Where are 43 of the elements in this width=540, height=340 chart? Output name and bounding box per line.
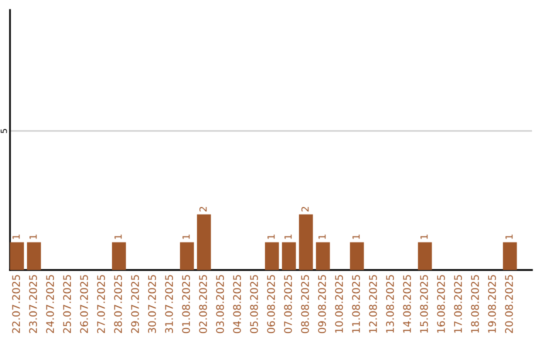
x-tick-label: 15.08.2025 bbox=[420, 275, 428, 333]
x-tick-label: 02.08.2025 bbox=[199, 275, 207, 334]
x-tick-label: 28.07.2025 bbox=[114, 275, 122, 334]
x-tick-label: 20.08.2025 bbox=[505, 275, 513, 334]
x-tick-label: 14.08.2025 bbox=[403, 275, 411, 333]
x-tick-label: 06.08.2025 bbox=[267, 275, 275, 334]
x-tick-label: 18.08.2025 bbox=[471, 275, 479, 333]
x-tick-label: 24.07.2025 bbox=[46, 275, 54, 334]
x-tick-label: 09.08.2025 bbox=[318, 275, 326, 334]
y-tick-label: 5 bbox=[0, 129, 7, 133]
x-tick-label: 29.07.2025 bbox=[131, 275, 139, 334]
data-label: 1 bbox=[318, 234, 326, 239]
data-label: 2 bbox=[301, 206, 309, 212]
x-tick-label: 01.08.2025 bbox=[182, 275, 190, 334]
x-tick-label: 11.08.2025 bbox=[352, 275, 360, 333]
x-tick-label: 13.08.2025 bbox=[386, 275, 394, 333]
x-tick-label: 22.07.2025 bbox=[12, 275, 20, 334]
x-tick-label: 23.07.2025 bbox=[29, 275, 37, 334]
x-tick-label: 27.07.2025 bbox=[97, 275, 105, 334]
x-tick-label: 08.08.2025 bbox=[301, 275, 309, 334]
x-tick-label: 30.07.2025 bbox=[148, 275, 156, 334]
x-tick-label: 17.08.2025 bbox=[454, 275, 462, 333]
data-label: 1 bbox=[30, 234, 37, 239]
x-tick-label: 03.08.2025 bbox=[216, 275, 224, 334]
data-label: 1 bbox=[12, 234, 20, 239]
x-tick-label: 04.08.2025 bbox=[233, 275, 241, 334]
x-tick-label: 19.08.2025 bbox=[488, 275, 496, 333]
data-label: 1 bbox=[420, 234, 428, 239]
x-tick-label: 25.07.2025 bbox=[63, 275, 71, 334]
x-tick-label: 10.08.2025 bbox=[335, 275, 343, 333]
x-tick-label: 26.07.2025 bbox=[80, 275, 88, 334]
data-label: 1 bbox=[506, 234, 513, 239]
data-label: 1 bbox=[352, 234, 360, 239]
data-label: 1 bbox=[284, 234, 292, 239]
data-label: 1 bbox=[114, 234, 122, 239]
data-label: 1 bbox=[182, 234, 190, 239]
x-tick-label: 31.07.2025 bbox=[165, 275, 173, 334]
data-label: 2 bbox=[199, 206, 207, 212]
x-tick-label: 12.08.2025 bbox=[369, 275, 377, 333]
x-tick-label: 05.08.2025 bbox=[250, 275, 258, 334]
data-label: 1 bbox=[268, 234, 275, 239]
x-tick-label: 16.08.2025 bbox=[437, 275, 445, 333]
x-tick-label: 07.08.2025 bbox=[284, 275, 292, 334]
